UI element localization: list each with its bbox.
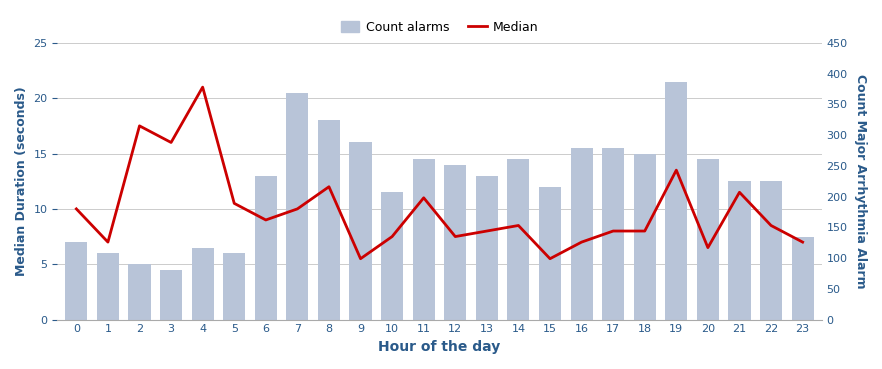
- Bar: [633, 154, 656, 320]
- Bar: [602, 148, 624, 320]
- Bar: [445, 165, 467, 320]
- Bar: [191, 248, 213, 320]
- Bar: [665, 82, 687, 320]
- Bar: [255, 176, 277, 320]
- Y-axis label: Median Duration (seconds): Median Duration (seconds): [15, 86, 28, 276]
- Bar: [760, 181, 782, 320]
- Y-axis label: Count Major Arrhythmia Alarm: Count Major Arrhythmia Alarm: [854, 74, 867, 289]
- Bar: [729, 181, 751, 320]
- Bar: [539, 187, 561, 320]
- X-axis label: Hour of the day: Hour of the day: [378, 340, 501, 354]
- Bar: [571, 148, 593, 320]
- Bar: [160, 270, 182, 320]
- Bar: [697, 159, 719, 320]
- Bar: [381, 192, 403, 320]
- Bar: [349, 142, 371, 320]
- Bar: [287, 93, 309, 320]
- Bar: [318, 120, 340, 320]
- Bar: [413, 159, 435, 320]
- Bar: [791, 237, 814, 320]
- Bar: [65, 242, 87, 320]
- Bar: [507, 159, 529, 320]
- Legend: Count alarms, Median: Count alarms, Median: [335, 16, 543, 39]
- Bar: [223, 253, 245, 320]
- Bar: [129, 264, 151, 320]
- Bar: [475, 176, 498, 320]
- Bar: [97, 253, 119, 320]
